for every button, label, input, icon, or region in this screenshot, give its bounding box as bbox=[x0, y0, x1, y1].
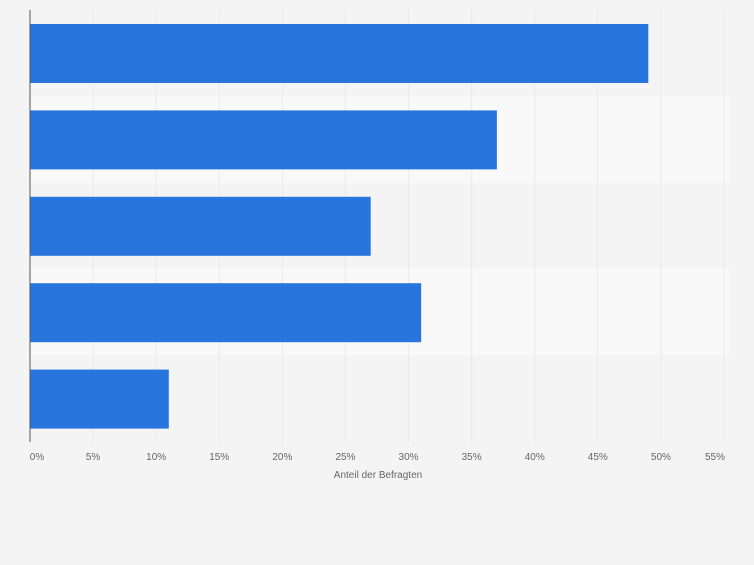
x-tick-label: 10% bbox=[146, 452, 166, 463]
x-tick-label: 35% bbox=[462, 452, 482, 463]
bar bbox=[30, 24, 649, 83]
x-tick-label: 40% bbox=[525, 452, 545, 463]
bar bbox=[30, 110, 497, 170]
bar bbox=[30, 283, 422, 343]
bars bbox=[30, 24, 649, 429]
x-tick-label: 5% bbox=[86, 452, 101, 463]
bar bbox=[30, 369, 169, 429]
x-axis-label: Anteil der Befragten bbox=[334, 470, 422, 481]
x-tick-label: 50% bbox=[651, 452, 671, 463]
x-tick-label: 25% bbox=[335, 452, 355, 463]
x-tick-label: 45% bbox=[588, 452, 608, 463]
bar bbox=[30, 196, 371, 256]
x-tick-label: 55% bbox=[705, 452, 725, 463]
x-tick-label: 15% bbox=[209, 452, 229, 463]
x-tick-label: 20% bbox=[272, 452, 292, 463]
x-tick-label: 30% bbox=[399, 452, 419, 463]
x-tick-label: 0% bbox=[30, 452, 45, 463]
x-tick-labels: 0% 5% 10% 15% 20% 25% 30% 35% 40% 45% 50% 55% bbox=[30, 452, 725, 463]
